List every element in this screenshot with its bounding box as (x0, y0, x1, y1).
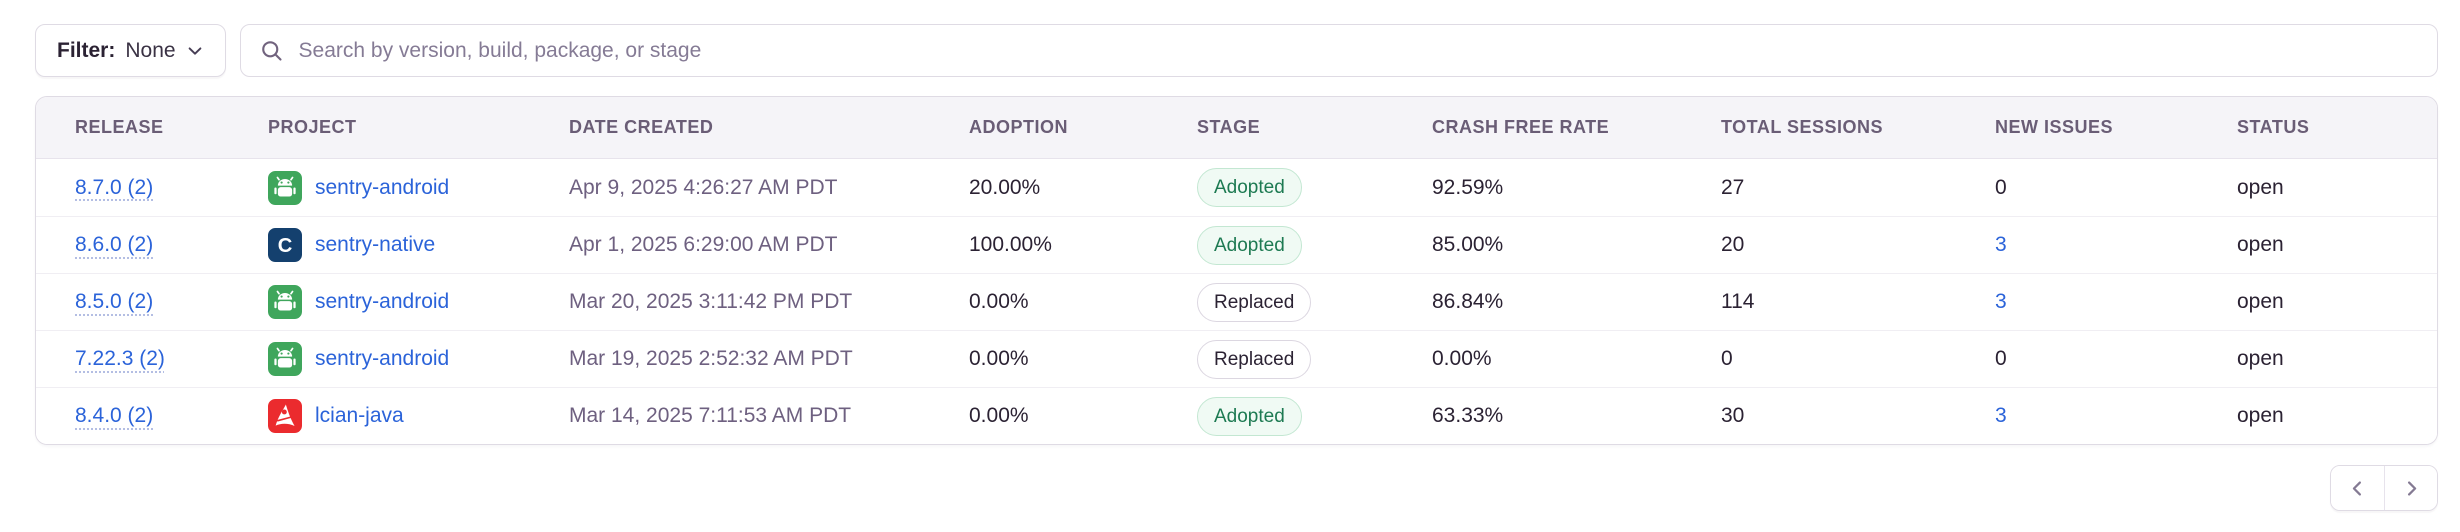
android-icon (268, 170, 302, 205)
search-bar[interactable] (239, 24, 2438, 77)
date-created: Mar 14, 2025 7:11:53 AM PDT (569, 404, 852, 427)
table-row: 8.5.0 (2) sentry-android Mar 20, 2025 3:… (36, 273, 2437, 330)
total-sessions: 0 (1721, 347, 1733, 370)
filter-value: None (125, 38, 176, 62)
column-header-stage: STAGE (1197, 117, 1261, 137)
search-icon (261, 41, 282, 61)
total-sessions: 30 (1721, 404, 1745, 427)
column-header-new-issues: NEW ISSUES (1995, 117, 2114, 137)
crash-free-rate: 85.00% (1432, 233, 1504, 256)
column-header-release: RELEASE (75, 117, 164, 137)
date-created: Mar 19, 2025 2:52:32 AM PDT (569, 347, 853, 370)
adoption-value: 0.00% (969, 290, 1029, 313)
column-header-status: STATUS (2237, 117, 2310, 137)
new-issues-count: 0 (1995, 347, 2007, 370)
crash-free-rate: 0.00% (1432, 347, 1492, 370)
adoption-value: 0.00% (969, 347, 1029, 370)
new-issues-count: 0 (1995, 175, 2007, 199)
next-page-button[interactable] (2384, 466, 2437, 510)
table-header-row: RELEASE PROJECT DATE CREATED ADOPTION ST… (36, 97, 2437, 159)
status-value: open (2237, 175, 2284, 199)
table-row: 8.7.0 (2) sentry-android Apr 9, 2025 4:2… (36, 159, 2437, 216)
stage-badge: Replaced (1197, 339, 1312, 379)
column-header-date-created: DATE CREATED (569, 117, 714, 137)
project-link[interactable]: sentry-android (315, 290, 450, 313)
date-created: Apr 1, 2025 6:29:00 AM PDT (569, 233, 838, 256)
table-row: 8.4.0 (2) lcian-java Mar 14, 2025 7:11:5… (36, 387, 2437, 444)
chevron-down-icon (188, 46, 201, 55)
android-icon (268, 285, 302, 319)
adoption-value: 20.00% (969, 175, 1041, 199)
release-link[interactable]: 8.7.0 (2) (75, 175, 154, 199)
chevron-right-icon (2407, 480, 2416, 496)
project-link[interactable]: sentry-android (315, 175, 450, 199)
new-issues-link[interactable]: 3 (1995, 233, 2007, 256)
status-value: open (2237, 290, 2284, 313)
adoption-value: 0.00% (969, 404, 1029, 427)
date-created: Apr 9, 2025 4:26:27 AM PDT (569, 175, 838, 199)
filter-label: Filter: (57, 38, 116, 62)
stage-badge: Adopted (1197, 168, 1302, 207)
new-issues-link[interactable]: 3 (1995, 404, 2007, 427)
crash-free-rate: 92.59% (1432, 175, 1504, 199)
date-created: Mar 20, 2025 3:11:42 PM PDT (569, 290, 853, 313)
adoption-value: 100.00% (969, 233, 1052, 256)
crash-free-rate: 63.33% (1432, 404, 1504, 427)
column-header-crash-free-rate: CRASH FREE RATE (1432, 117, 1610, 137)
project-link[interactable]: sentry-android (315, 347, 450, 370)
android-icon (268, 342, 302, 376)
total-sessions: 114 (1721, 290, 1755, 313)
release-link[interactable]: 7.22.3 (2) (75, 347, 165, 370)
table-row: 7.22.3 (2) sentry-android Mar 19, 2025 2… (36, 330, 2437, 387)
chevron-left-icon (2352, 480, 2362, 496)
filter-button[interactable]: Filter: None (35, 24, 226, 77)
total-sessions: 20 (1721, 233, 1745, 256)
status-value: open (2237, 404, 2284, 427)
c-lang-icon: C (268, 228, 302, 262)
stage-badge: Replaced (1197, 282, 1312, 322)
column-header-total-sessions: TOTAL SESSIONS (1721, 117, 1884, 137)
status-value: open (2237, 233, 2284, 256)
project-link[interactable]: lcian-java (315, 404, 404, 427)
release-link[interactable]: 8.6.0 (2) (75, 233, 154, 256)
project-link[interactable]: sentry-native (315, 233, 436, 256)
svg-text:C: C (278, 235, 293, 257)
toolbar: Filter: None (35, 24, 2438, 77)
search-input[interactable] (296, 37, 2419, 64)
table-body: 8.7.0 (2) sentry-android Apr 9, 2025 4:2… (36, 159, 2437, 444)
status-value: open (2237, 347, 2284, 370)
table-row: 8.6.0 (2) C sentry-native Apr 1, 2025 6:… (36, 216, 2437, 273)
column-header-adoption: ADOPTION (969, 117, 1069, 137)
column-header-project: PROJECT (268, 117, 357, 137)
releases-table: RELEASE PROJECT DATE CREATED ADOPTION ST… (35, 96, 2438, 445)
stage-badge: Adopted (1197, 225, 1302, 265)
total-sessions: 27 (1721, 175, 1745, 199)
release-link[interactable]: 8.5.0 (2) (75, 290, 154, 313)
new-issues-link[interactable]: 3 (1995, 290, 2007, 313)
release-link[interactable]: 8.4.0 (2) (75, 404, 154, 427)
java-duke-icon (268, 399, 302, 433)
crash-free-rate: 86.84% (1432, 290, 1504, 313)
prev-page-button[interactable] (2331, 466, 2384, 510)
pagination (2330, 465, 2438, 511)
stage-badge: Adopted (1197, 396, 1302, 436)
